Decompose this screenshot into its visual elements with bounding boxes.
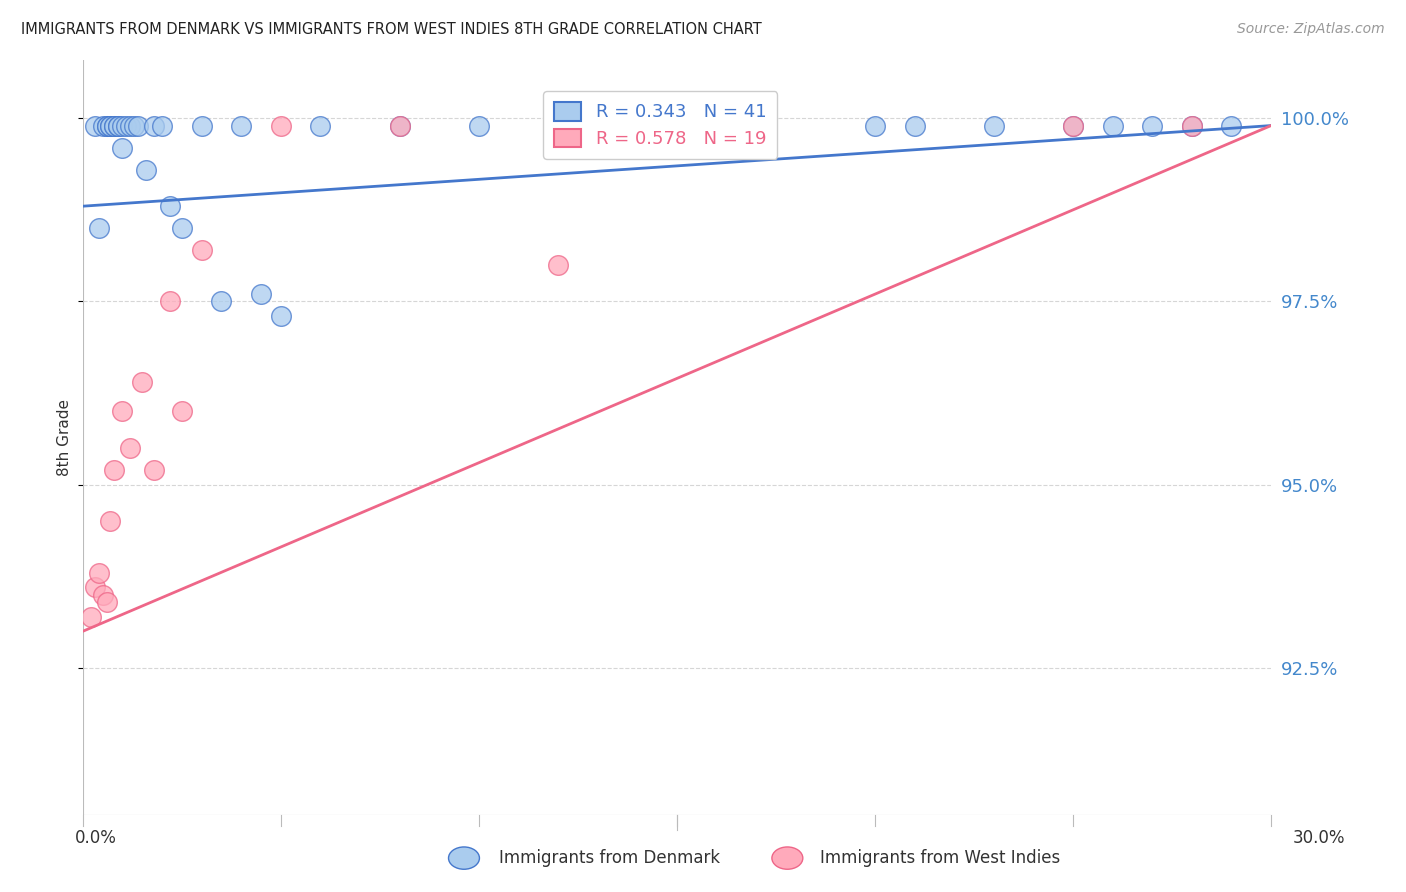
Point: [903, 119, 925, 133]
Text: Immigrants from Denmark: Immigrants from Denmark: [499, 849, 720, 867]
Point: [111, 140, 134, 154]
Point: [388, 119, 411, 133]
Point: [1220, 119, 1243, 133]
Point: [96, 119, 118, 133]
Point: [100, 119, 122, 133]
Point: [1101, 119, 1123, 133]
Point: [170, 221, 193, 235]
Point: [103, 463, 125, 477]
Point: [120, 119, 142, 133]
Point: [103, 119, 125, 133]
Point: [100, 514, 122, 528]
Point: [1181, 119, 1204, 133]
Point: [150, 119, 173, 133]
Point: [159, 294, 181, 309]
Point: [547, 258, 569, 272]
Text: IMMIGRANTS FROM DENMARK VS IMMIGRANTS FROM WEST INDIES 8TH GRADE CORRELATION CHA: IMMIGRANTS FROM DENMARK VS IMMIGRANTS FR…: [21, 22, 762, 37]
Point: [1062, 119, 1084, 133]
Point: [131, 375, 153, 389]
Point: [190, 119, 212, 133]
Point: [983, 119, 1005, 133]
Point: [87, 221, 110, 235]
Text: Immigrants from West Indies: Immigrants from West Indies: [820, 849, 1060, 867]
Point: [79, 609, 101, 624]
Y-axis label: 8th Grade: 8th Grade: [58, 399, 72, 475]
Text: 0.0%: 0.0%: [75, 829, 117, 847]
Point: [83, 580, 105, 594]
Legend: R = 0.343   N = 41, R = 0.578   N = 19: R = 0.343 N = 41, R = 0.578 N = 19: [543, 91, 778, 159]
Point: [127, 119, 149, 133]
Point: [1142, 119, 1164, 133]
Text: Source: ZipAtlas.com: Source: ZipAtlas.com: [1237, 22, 1385, 37]
Point: [270, 309, 292, 323]
Point: [120, 441, 142, 455]
Point: [83, 119, 105, 133]
Point: [1062, 119, 1084, 133]
Point: [170, 404, 193, 418]
Point: [388, 119, 411, 133]
Point: [209, 294, 232, 309]
Point: [547, 119, 569, 133]
Point: [250, 287, 273, 301]
Text: 30.0%: 30.0%: [1292, 829, 1346, 847]
Point: [91, 119, 114, 133]
Point: [1181, 119, 1204, 133]
Point: [135, 162, 157, 177]
Point: [111, 119, 134, 133]
Point: [87, 566, 110, 580]
Point: [143, 119, 166, 133]
Point: [100, 119, 122, 133]
Point: [91, 588, 114, 602]
Point: [115, 119, 138, 133]
Point: [626, 119, 648, 133]
Point: [468, 119, 491, 133]
Point: [190, 243, 212, 257]
Point: [706, 119, 728, 133]
Point: [270, 119, 292, 133]
Point: [122, 119, 145, 133]
Point: [309, 119, 332, 133]
Point: [111, 404, 134, 418]
Point: [96, 119, 118, 133]
Point: [107, 119, 129, 133]
Point: [143, 463, 166, 477]
Point: [103, 119, 125, 133]
Point: [863, 119, 886, 133]
Point: [231, 119, 253, 133]
Point: [96, 595, 118, 609]
Point: [159, 199, 181, 213]
Point: [107, 119, 129, 133]
